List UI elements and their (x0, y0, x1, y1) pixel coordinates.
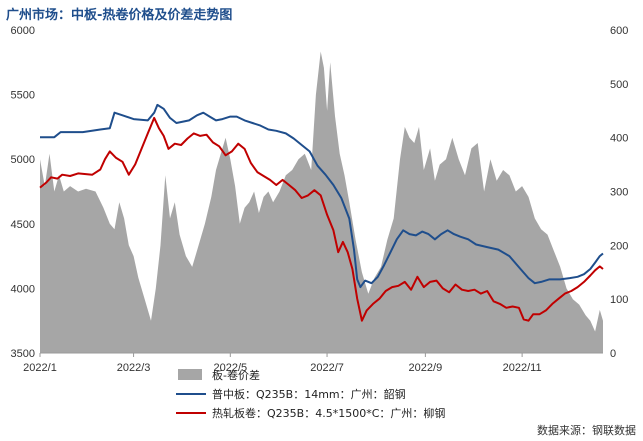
y-left-tick-label: 5500 (11, 90, 35, 102)
y-left-tick-label: 3500 (11, 348, 35, 360)
x-tick-label: 2022/9 (409, 362, 443, 374)
y-right-tick-label: 0 (610, 348, 616, 360)
x-tick-label: 2022/3 (117, 362, 151, 374)
x-tick-label: 2022/7 (310, 362, 344, 374)
y-left-tick-label: 6000 (11, 25, 35, 37)
x-tick-label: 2022/11 (503, 362, 542, 374)
legend-label: 普中板：Q235B：14mm：广州：韶钢 (212, 387, 406, 401)
x-tick-label: 2022/5 (213, 362, 247, 374)
y-right-tick-label: 100 (610, 294, 628, 306)
legend-swatch (178, 369, 202, 380)
y-right-tick-label: 600 (610, 25, 628, 37)
y-left-tick-label: 4500 (11, 219, 35, 231)
y-right-tick-label: 500 (610, 79, 628, 91)
y-left-tick-label: 5000 (11, 154, 35, 166)
series-line-1 (40, 103, 604, 289)
y-right-tick-label: 300 (610, 187, 628, 199)
source-note: 数据来源：钢联数据 (537, 423, 636, 437)
y-left-tick-label: 4000 (11, 283, 35, 295)
chart-title: 广州市场：中板-热卷价格及价差走势图 (6, 8, 233, 23)
legend-label: 板-卷价差 (212, 368, 260, 382)
y-right-tick-label: 200 (610, 240, 628, 252)
legend-label: 热轧板卷：Q235B：4.5*1500*C：广州：柳钢 (212, 406, 445, 420)
y-right-tick-label: 400 (610, 133, 628, 145)
x-tick-label: 2022/1 (23, 362, 57, 374)
series-area-0 (40, 51, 603, 353)
series-line-2 (39, 116, 604, 322)
